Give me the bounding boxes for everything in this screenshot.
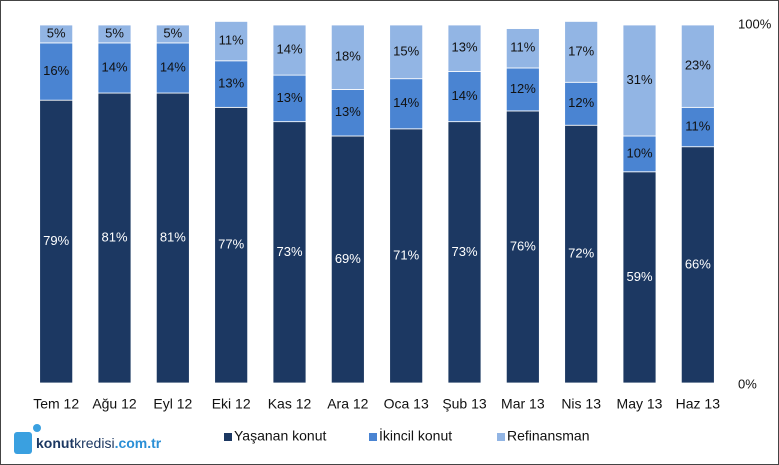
logo-part: konut xyxy=(36,435,74,451)
data-label: 76% xyxy=(510,238,536,253)
data-label: 81% xyxy=(101,229,127,244)
data-label: 5% xyxy=(47,25,66,40)
bar-segment xyxy=(447,71,482,123)
bar-segment xyxy=(97,24,132,44)
legend-label: Yaşanan konut xyxy=(234,428,326,444)
data-label: 12% xyxy=(510,81,536,96)
x-tick-label: Şub 13 xyxy=(442,396,487,412)
legend-label: Refinansman xyxy=(507,428,590,444)
bar-segment xyxy=(330,89,365,137)
data-label: 69% xyxy=(335,251,361,266)
bar-segment xyxy=(272,74,307,123)
bar-segment xyxy=(97,92,132,384)
bar-segment xyxy=(564,124,599,384)
bar-segment xyxy=(505,67,540,112)
bar-segment xyxy=(680,24,715,108)
logo-dot xyxy=(33,424,41,432)
legend-swatch xyxy=(369,433,377,441)
x-tick-label: Haz 13 xyxy=(676,396,721,412)
logo-text: konutkredisi.com.tr xyxy=(36,435,162,451)
data-label: 5% xyxy=(163,25,182,40)
bar-segment xyxy=(505,28,540,69)
x-tick-label: May 13 xyxy=(617,396,663,412)
bar-segment xyxy=(389,24,424,80)
bar-segment xyxy=(680,146,715,384)
data-label: 72% xyxy=(568,246,594,261)
bar-segment xyxy=(564,21,599,83)
bar-segment xyxy=(155,92,190,384)
data-label: 31% xyxy=(626,72,652,87)
y-tick-label: 100% xyxy=(738,16,772,31)
x-tick-label: Oca 13 xyxy=(384,396,429,412)
data-label: 5% xyxy=(105,25,124,40)
data-label: 12% xyxy=(568,95,594,110)
data-label: 14% xyxy=(451,88,477,103)
y-tick-label: 0% xyxy=(738,376,757,391)
logo-part: kredisi xyxy=(74,435,114,451)
bar-segment xyxy=(272,24,307,76)
data-label: 11% xyxy=(685,118,710,133)
data-label: 17% xyxy=(568,43,594,58)
bar-segment xyxy=(622,135,657,173)
data-label: 13% xyxy=(335,104,361,119)
bar-segment xyxy=(622,24,657,137)
bar-segment xyxy=(39,24,74,44)
data-label: 14% xyxy=(160,59,186,74)
x-tick-label: Tem 12 xyxy=(33,396,79,412)
data-label: 11% xyxy=(219,33,244,48)
logo-icon xyxy=(14,432,32,454)
data-label: 73% xyxy=(276,244,302,259)
bar-segment xyxy=(214,21,249,62)
data-label: 13% xyxy=(451,40,477,55)
bar-segment xyxy=(330,135,365,384)
data-label: 77% xyxy=(218,237,244,252)
data-label: 16% xyxy=(43,63,69,78)
bar-segment xyxy=(505,110,540,384)
data-label: 81% xyxy=(160,229,186,244)
data-label: 59% xyxy=(626,269,652,284)
bar-segment xyxy=(39,99,74,384)
data-label: 79% xyxy=(43,233,69,248)
x-tick-label: Eki 12 xyxy=(212,396,251,412)
bar-segment xyxy=(155,42,190,94)
bar-segment xyxy=(330,24,365,90)
data-label: 23% xyxy=(685,58,711,73)
data-label: 71% xyxy=(393,247,419,262)
logo: konutkredisi.com.tr xyxy=(14,424,162,454)
x-tick-label: Eyl 12 xyxy=(153,396,192,412)
bar-segment xyxy=(39,42,74,101)
bar-segment xyxy=(447,24,482,72)
bar-segment xyxy=(155,24,190,44)
bar-segment xyxy=(214,60,249,108)
legend-label: İkincil konut xyxy=(379,427,452,444)
bar-segment xyxy=(272,121,307,384)
data-label: 14% xyxy=(276,41,302,56)
data-label: 14% xyxy=(101,59,127,74)
x-tick-label: Ağu 12 xyxy=(92,396,137,412)
bar-segment xyxy=(389,128,424,384)
data-label: 66% xyxy=(685,256,711,271)
x-tick-label: Ara 12 xyxy=(327,396,368,412)
data-label: 18% xyxy=(335,49,361,64)
logo-part: .com.tr xyxy=(115,435,162,451)
data-label: 13% xyxy=(218,76,244,91)
x-tick-label: Kas 12 xyxy=(268,396,312,412)
data-label: 10% xyxy=(626,145,652,160)
data-label: 11% xyxy=(510,40,535,55)
data-label: 14% xyxy=(393,95,419,110)
data-label: 13% xyxy=(276,90,302,105)
data-label: 73% xyxy=(451,244,477,259)
x-tick-label: Nis 13 xyxy=(561,396,601,412)
x-tick-label: Mar 13 xyxy=(501,396,545,412)
bar-segment xyxy=(97,42,132,94)
legend-swatch xyxy=(224,433,232,441)
data-label: 15% xyxy=(393,43,419,58)
bar-segment xyxy=(214,106,249,384)
legend-swatch xyxy=(497,433,505,441)
bar-segment xyxy=(447,121,482,384)
